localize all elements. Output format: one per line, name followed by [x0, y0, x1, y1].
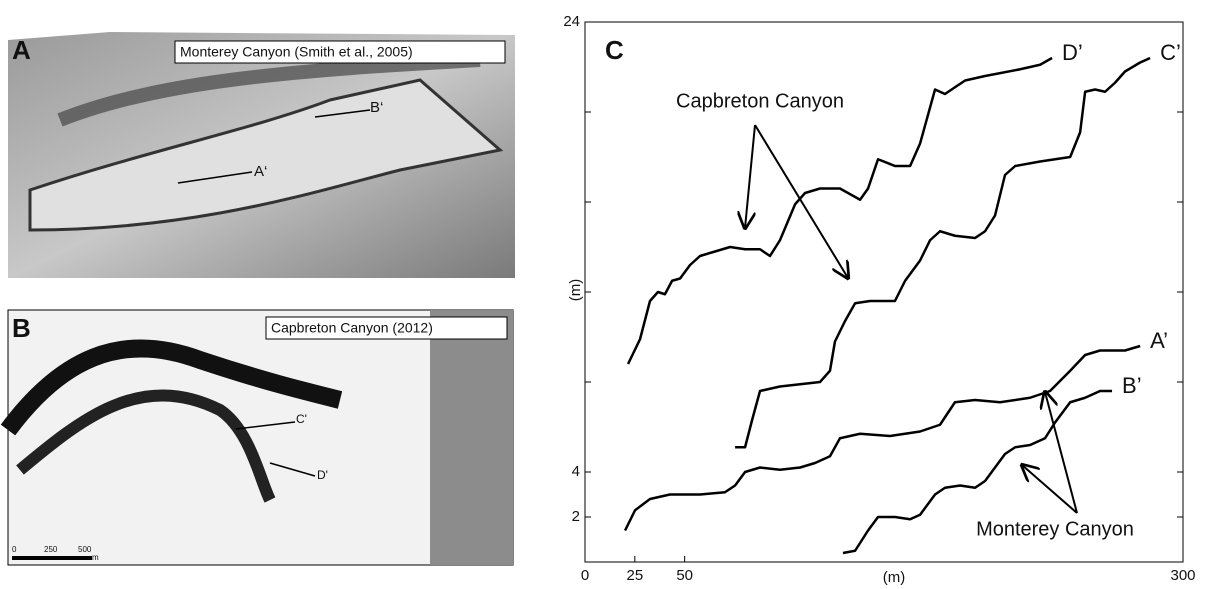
y-axis-label: (m) [567, 279, 584, 302]
panel-c: C (m) (m) Capbreton Canyon Monterey Cany… [567, 21, 1184, 586]
caption: Capbreton Canyon (2012) [271, 320, 433, 336]
scale-label: 500 [78, 545, 92, 554]
profile-line [623, 344, 1141, 532]
plot-frame [584, 21, 1184, 563]
profile-line [269, 462, 316, 477]
canyon-wall [57, 53, 481, 127]
panel-letter: A [12, 35, 31, 65]
panel-letter: C [605, 35, 624, 65]
series-label: A’ [1150, 328, 1168, 353]
scale-label: 250 [44, 545, 58, 554]
map-label: B‘ [370, 99, 383, 116]
caption: Monterey Canyon (Smith et al., 2005) [180, 44, 413, 60]
series-label: D’ [1062, 40, 1083, 65]
arrow [754, 124, 848, 278]
panel-letter: B [12, 313, 31, 343]
x-axis-label: (m) [883, 569, 906, 586]
x-tick-label: 0 [581, 567, 589, 584]
annotation: Monterey Canyon [976, 518, 1134, 540]
series-label: B’ [1122, 373, 1142, 398]
canyon-wall [16, 389, 276, 503]
caption-box [174, 40, 506, 64]
panel-b: Capbreton Canyon (2012) B C' D' 0 250 50… [0, 309, 514, 566]
x-tick-label: 25 [626, 567, 643, 584]
scale-label: m [92, 553, 99, 562]
arrow [1022, 465, 1078, 514]
annotation: Capbreton Canyon [676, 90, 844, 112]
canyon-wall [0, 339, 343, 436]
series-label: C’ [1160, 40, 1181, 65]
profile-line [235, 421, 296, 430]
map-label: D' [317, 468, 328, 482]
panel-a: Monterey Canyon (Smith et al., 2005) A B… [8, 32, 515, 278]
canyon-floor [28, 78, 504, 232]
scale-bar [12, 556, 92, 560]
y-tick-label: 4 [572, 463, 580, 480]
y-tick-label: 24 [563, 13, 580, 30]
arrow [745, 124, 756, 228]
map-label: C' [296, 412, 307, 426]
profile-line [177, 171, 253, 184]
arrow [1045, 392, 1078, 514]
x-tick-label: 300 [1170, 567, 1195, 584]
x-tick-label: 50 [676, 567, 693, 584]
profile-line [735, 56, 1151, 449]
profile-line [626, 56, 1053, 365]
y-tick-label: 2 [572, 508, 580, 525]
caption-box [265, 316, 508, 340]
coast [430, 310, 513, 565]
profile-line [842, 389, 1113, 555]
profile-line [314, 109, 371, 118]
scale-label: 0 [12, 545, 17, 554]
map-label: A‘ [254, 163, 267, 180]
